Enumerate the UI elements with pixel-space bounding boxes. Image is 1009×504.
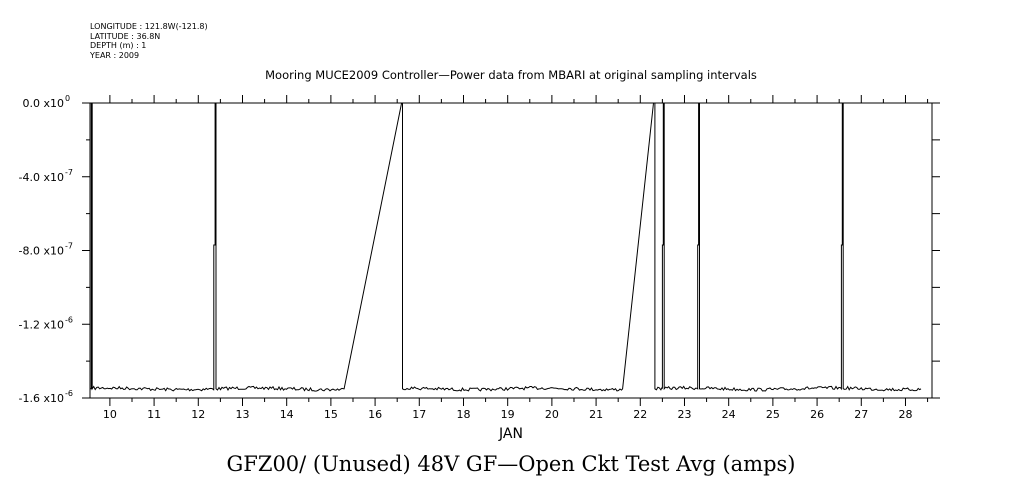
x-tick-label: 26 <box>810 408 824 421</box>
x-tick-group: 10 11 12 13 14 15 16 17 18 19 20 21 22 23 24 25 26 27 28 <box>103 95 929 421</box>
y-tick-exponent: -6 <box>65 389 73 398</box>
x-axis-label: JAN <box>498 426 523 442</box>
y-tick-label: -1.2 x10 <box>19 318 64 331</box>
x-tick-label: 11 <box>147 408 161 421</box>
x-tick-label: 17 <box>412 408 426 421</box>
x-tick-label: 14 <box>280 408 294 421</box>
x-tick-label: 28 <box>898 408 912 421</box>
y-tick-group: 0.0 x10 0-4.0 x10 -7-8.0 x10 -7-1.2 x10 -6-1… <box>19 94 940 405</box>
x-tick-label: 13 <box>235 408 249 421</box>
series-line <box>90 102 922 392</box>
x-tick-label: 24 <box>722 408 736 421</box>
y-tick-exponent: -7 <box>65 168 73 177</box>
x-tick-label: 27 <box>854 408 868 421</box>
y-tick-exponent: 0 <box>65 94 70 103</box>
y-tick-label: -1.6 x10 <box>19 392 64 405</box>
y-tick-exponent: -6 <box>65 315 73 324</box>
x-tick-label: 21 <box>589 408 603 421</box>
x-tick-label: 23 <box>677 408 691 421</box>
x-tick-label: 22 <box>633 408 647 421</box>
x-tick-label: 16 <box>368 408 382 421</box>
longitude-label: LONGITUDE : 121.8W(-121.8) <box>90 22 208 31</box>
x-tick-label: 15 <box>324 408 338 421</box>
latitude-label: LATITUDE : 36.8N <box>90 31 161 41</box>
variable-title: GFZ00/ (Unused) 48V GF—Open Ckt Test Avg… <box>226 452 796 476</box>
y-tick-label: -8.0 x10 <box>19 245 64 258</box>
depth-label: DEPTH (m) : 1 <box>90 41 147 50</box>
y-tick-label: -4.0 x10 <box>19 171 64 184</box>
plot-frame <box>89 102 933 399</box>
x-tick-label: 20 <box>545 408 559 421</box>
x-tick-label: 18 <box>456 408 470 421</box>
y-tick-exponent: -7 <box>65 242 73 251</box>
x-tick-label: 19 <box>501 408 515 421</box>
chart-title: Mooring MUCE2009 Controller—Power data f… <box>265 68 757 82</box>
x-tick-label: 12 <box>191 408 205 421</box>
y-tick-label: 0.0 x10 <box>23 97 65 110</box>
metadata-block: LONGITUDE : 121.8W(-121.8) LATITUDE : 36… <box>90 22 208 60</box>
x-tick-label: 10 <box>103 408 117 421</box>
x-tick-label: 25 <box>766 408 780 421</box>
year-label: YEAR : 2009 <box>90 50 140 60</box>
